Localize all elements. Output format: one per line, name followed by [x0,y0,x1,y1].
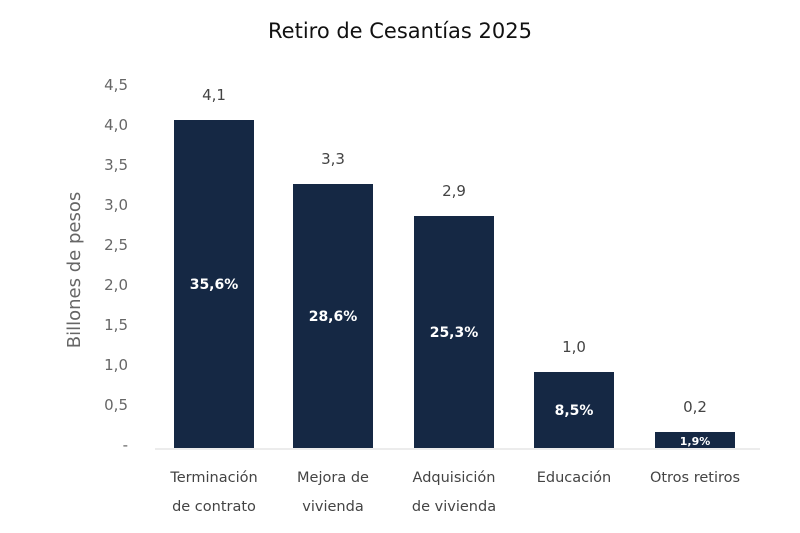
y-axis-label: Billones de pesos [64,192,85,348]
bar-share-label: 1,9% [680,435,711,448]
x-category-label: Adquisición [413,470,496,486]
y-tick-label: 2,5 [104,236,128,254]
bar-value-label: 0,2 [683,398,707,416]
y-tick-label: 4,5 [104,76,128,94]
bar-value-label: 4,1 [202,86,226,104]
x-category-label: Mejora de [297,470,369,486]
y-tick-label: 2,0 [104,276,128,294]
chart-title: Retiro de Cesantías 2025 [268,19,532,43]
x-category-label: Terminación [169,470,257,486]
bar [534,372,614,448]
y-tick-label: 4,0 [104,116,128,134]
x-category-label: Educación [537,470,611,486]
y-tick-label: 1,5 [104,316,128,334]
y-tick-label: 3,0 [104,196,128,214]
y-tick-label: 3,5 [104,156,128,174]
bar-share-label: 8,5% [555,403,594,419]
x-category-label: Otros retiros [650,470,740,486]
y-tick-label: 1,0 [104,356,128,374]
bar-value-label: 2,9 [442,182,466,200]
y-tick-label: - [123,436,128,454]
bar [655,432,735,448]
x-category-label: vivienda [302,499,363,515]
bar-share-label: 35,6% [190,277,239,293]
y-tick-label: 0,5 [104,396,128,414]
bar-share-label: 28,6% [309,309,358,325]
bar-value-label: 1,0 [562,338,586,356]
bar [414,216,494,448]
bar [174,120,254,448]
x-category-label: de contrato [172,499,256,515]
x-category-label: de vivienda [412,499,496,515]
bar-share-label: 25,3% [430,325,479,341]
bar [293,184,373,448]
bar-value-label: 3,3 [321,150,345,168]
